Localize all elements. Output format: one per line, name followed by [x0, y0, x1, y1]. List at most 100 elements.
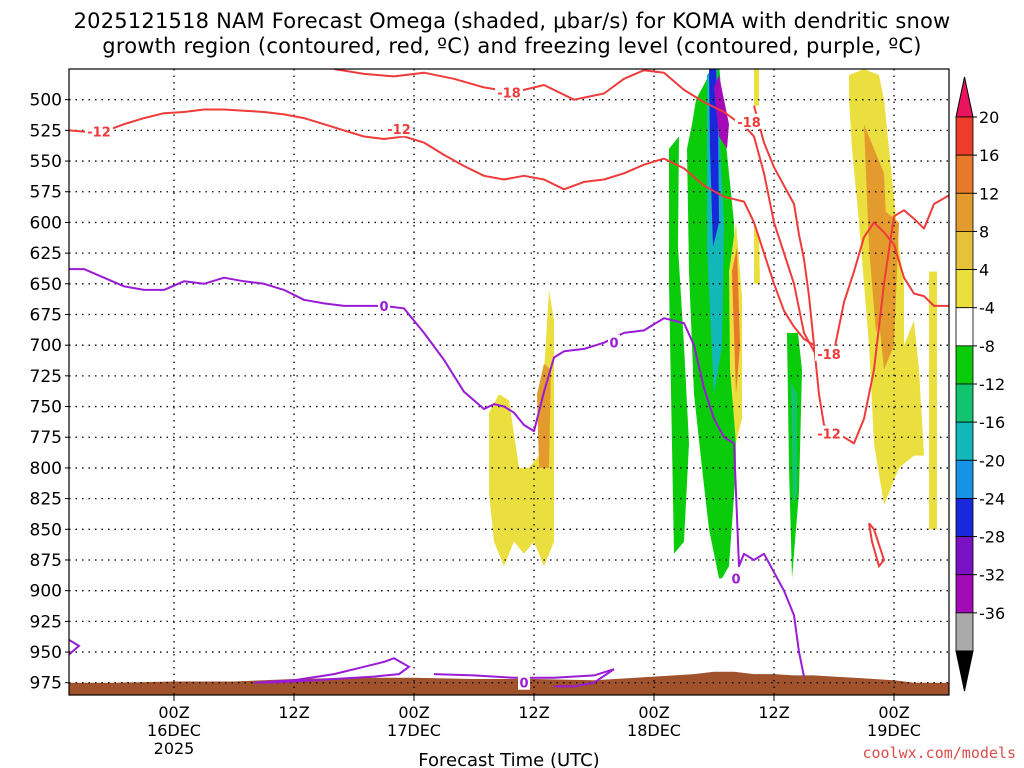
x-axis-label: Forecast Time (UTC) — [418, 750, 599, 768]
y-tick-label: 700 — [30, 336, 62, 356]
colorbar-bin — [955, 421, 974, 461]
colorbar-bottom-arrow — [955, 650, 974, 692]
omega-region — [489, 289, 554, 567]
contour-label-bg — [378, 297, 390, 313]
terrain-fill — [69, 671, 949, 695]
terrain — [69, 671, 949, 695]
contour-label: -18 — [817, 348, 841, 363]
chart-title-line2: growth region (contoured, red, ºC) and f… — [102, 34, 922, 58]
y-tick-label: 975 — [30, 674, 62, 694]
colorbar-bin — [955, 307, 974, 347]
contour-label: 0 — [731, 572, 740, 587]
colorbar-bin — [955, 192, 974, 232]
chart-title-line1: 2025121518 NAM Forecast Omega (shaded, μ… — [73, 9, 951, 33]
colorbar-label: -4 — [979, 299, 995, 318]
colorbar-bin — [955, 116, 974, 156]
x-tick-label: 12Z — [278, 703, 309, 722]
contour-line — [433, 668, 615, 688]
colorbar-bin — [955, 612, 974, 652]
omega-region — [791, 382, 797, 505]
y-tick-label: 725 — [30, 367, 62, 387]
contour-label: -12 — [387, 123, 411, 138]
y-tick-label: 850 — [30, 520, 62, 540]
contour-label-bg — [730, 570, 742, 586]
y-tick-label: 875 — [30, 551, 62, 571]
omega-region — [669, 136, 689, 554]
colorbar-label: -16 — [979, 413, 1005, 432]
y-tick-label: 600 — [30, 213, 62, 233]
x-tick-label: 00Z — [398, 703, 429, 722]
y-tick-label: 675 — [30, 305, 62, 325]
colorbar-bin — [955, 345, 974, 385]
x-tick-year: 2025 — [154, 739, 195, 758]
credit-text: coolwx.com/models — [862, 744, 1016, 762]
colorbar-top-arrow — [955, 76, 974, 118]
contour-line — [253, 657, 411, 684]
y-tick-label: 800 — [30, 459, 62, 479]
colorbar-label: 8 — [979, 222, 989, 241]
omega-region — [929, 271, 937, 530]
colorbar-bin — [955, 383, 974, 423]
colorbar-bin — [955, 154, 974, 194]
omega-region — [714, 75, 729, 149]
colorbar-label: 20 — [979, 108, 999, 127]
omega-shading — [489, 69, 937, 579]
colorbar-label: -28 — [979, 528, 1005, 547]
colorbar-label: -24 — [979, 489, 1005, 508]
x-tick-date: 18DEC — [627, 721, 681, 740]
y-tick-label: 625 — [30, 244, 62, 264]
colorbar-bin — [955, 459, 974, 499]
colorbar-label: 12 — [979, 184, 999, 203]
x-tick-date: 16DEC — [147, 721, 201, 740]
colorbar-bin — [955, 231, 974, 270]
contour-label-bg — [385, 121, 413, 137]
y-tick-label: 775 — [30, 428, 62, 448]
colorbar-bin — [955, 269, 974, 309]
y-tick-label: 550 — [30, 152, 62, 172]
contour-label: 0 — [519, 677, 528, 692]
contour-line — [69, 638, 81, 656]
colorbar-label: 16 — [979, 146, 999, 165]
contour-label: 0 — [379, 300, 388, 315]
x-tick-label: 12Z — [758, 703, 789, 722]
contour-label: -12 — [817, 428, 841, 443]
x-tick-label: 00Z — [638, 703, 669, 722]
contour-line — [69, 268, 785, 592]
gridlines — [69, 69, 949, 695]
colorbar-label: -8 — [979, 337, 995, 356]
x-tick-date: 19DEC — [867, 721, 921, 740]
contour-label-bg — [735, 113, 763, 129]
x-tick-date: 17DEC — [387, 721, 441, 740]
y-tick-label: 925 — [30, 612, 62, 632]
y-tick-label: 900 — [30, 582, 62, 602]
contour-label-bg — [85, 123, 113, 139]
contour-label: 0 — [609, 337, 618, 352]
x-tick-label: 00Z — [878, 703, 909, 722]
contour-label: -12 — [87, 126, 111, 141]
y-tick-label: 825 — [30, 490, 62, 510]
y-tick-label: 950 — [30, 643, 62, 663]
contour-label-bg — [495, 84, 523, 100]
x-tick-label: 12Z — [518, 703, 549, 722]
contour-label: -18 — [737, 116, 761, 131]
colorbar-label: 4 — [979, 261, 989, 280]
colorbar-label: -36 — [979, 604, 1005, 623]
contour-line — [868, 522, 886, 569]
omega-region — [874, 210, 899, 370]
omega-region — [732, 247, 740, 395]
contour-line — [783, 590, 805, 677]
contour-label-bg — [815, 345, 843, 361]
omega-region — [537, 363, 551, 468]
contour-label: -18 — [497, 86, 521, 101]
colorbar-bin — [955, 498, 974, 537]
contour-line — [69, 108, 820, 350]
y-tick-label: 650 — [30, 275, 62, 295]
omega-region — [709, 69, 719, 247]
contour-label-bg — [608, 334, 620, 350]
colorbar-label: -12 — [979, 375, 1005, 394]
x-tick-label: 00Z — [158, 703, 189, 722]
colorbar-bin — [955, 536, 974, 576]
contour-label-bg — [518, 674, 530, 690]
